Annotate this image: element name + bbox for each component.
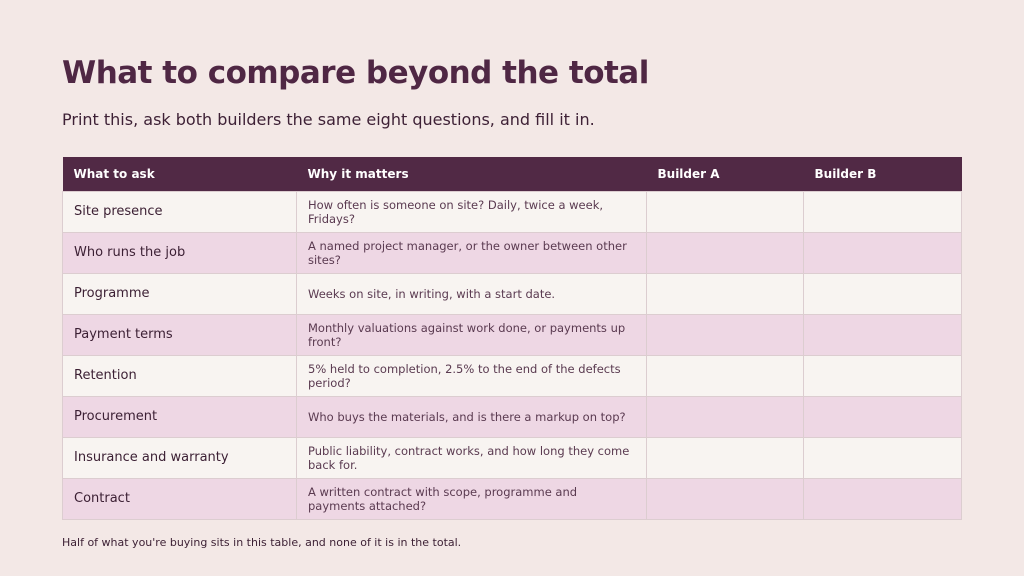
builder-b-cell[interactable] xyxy=(803,231,962,274)
question-cell: Contract xyxy=(62,477,297,520)
reason-cell: Monthly valuations against work done, or… xyxy=(296,313,647,356)
table-row: Site presence How often is someone on sit… xyxy=(62,190,962,233)
reason-cell: A named project manager, or the owner be… xyxy=(296,231,647,274)
reason-cell: 5% held to completion, 2.5% to the end o… xyxy=(296,354,647,397)
builder-a-cell[interactable] xyxy=(646,436,804,479)
builder-a-cell[interactable] xyxy=(646,313,804,356)
header-what-to-ask: What to ask xyxy=(73,166,155,181)
table-header: What to ask Why it matters Builder A Bui… xyxy=(62,157,962,191)
reason-cell: Who buys the materials, and is there a m… xyxy=(296,395,647,438)
table-row: Programme Weeks on site, in writing, with… xyxy=(62,272,962,315)
table-row: Procurement Who buys the materials, and i… xyxy=(62,395,962,438)
reason-cell: How often is someone on site? Daily, twi… xyxy=(296,190,647,233)
builder-b-cell[interactable] xyxy=(803,395,962,438)
header-builder-b: Builder B xyxy=(814,166,877,181)
table-row: Retention 5% held to completion, 2.5% to … xyxy=(62,354,962,397)
builder-a-cell[interactable] xyxy=(646,354,804,397)
reason-cell: A written contract with scope, programme… xyxy=(296,477,647,520)
builder-a-cell[interactable] xyxy=(646,190,804,233)
builder-b-cell[interactable] xyxy=(803,272,962,315)
header-builder-a: Builder A xyxy=(657,166,720,181)
question-cell: Procurement xyxy=(62,395,297,438)
table-body: Site presence How often is someone on sit… xyxy=(62,190,962,520)
header-why-it-matters: Why it matters xyxy=(307,166,409,181)
reason-cell: Public liability, contract works, and ho… xyxy=(296,436,647,479)
builder-a-cell[interactable] xyxy=(646,231,804,274)
builder-a-cell[interactable] xyxy=(646,477,804,520)
reason-cell: Weeks on site, in writing, with a start … xyxy=(296,272,647,315)
builder-b-cell[interactable] xyxy=(803,190,962,233)
page-title: What to compare beyond the total xyxy=(62,55,649,91)
page-subtitle: Print this, ask both builders the same e… xyxy=(62,110,595,129)
table-row: Insurance and warranty Public liability, … xyxy=(62,436,962,479)
footnote: Half of what you're buying sits in this … xyxy=(62,536,462,549)
header-row: What to ask Why it matters Builder A Bui… xyxy=(62,157,962,191)
builder-a-cell[interactable] xyxy=(646,272,804,315)
table-row: Contract A written contract with scope, p… xyxy=(62,477,962,520)
builder-b-cell[interactable] xyxy=(803,354,962,397)
comparison-table: What to ask Why it matters Builder A Bui… xyxy=(62,157,962,520)
question-cell: Programme xyxy=(62,272,297,315)
question-cell: Who runs the job xyxy=(62,231,297,274)
question-cell: Insurance and warranty xyxy=(62,436,297,479)
builder-a-cell[interactable] xyxy=(646,395,804,438)
question-cell: Site presence xyxy=(62,190,297,233)
builder-b-cell[interactable] xyxy=(803,477,962,520)
question-cell: Retention xyxy=(62,354,297,397)
table-row: Who runs the job A named project manager,… xyxy=(62,231,962,274)
question-cell: Payment terms xyxy=(62,313,297,356)
builder-b-cell[interactable] xyxy=(803,313,962,356)
table-row: Payment terms Monthly valuations against … xyxy=(62,313,962,356)
builder-b-cell[interactable] xyxy=(803,436,962,479)
